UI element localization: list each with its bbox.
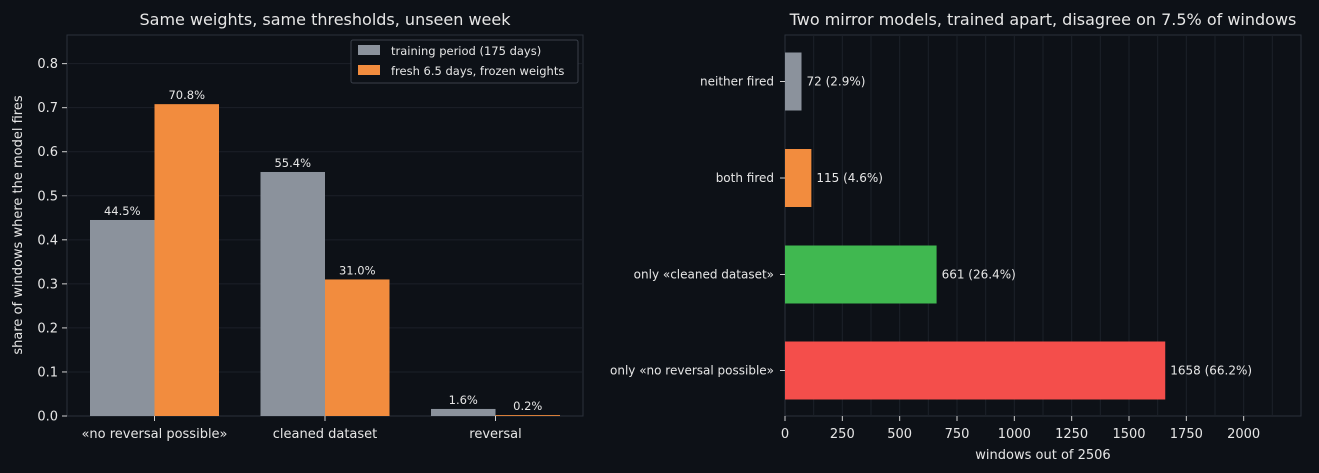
left-x-tick-label: cleaned dataset bbox=[273, 427, 378, 442]
right-bar-label: 1658 (66.2%) bbox=[1170, 364, 1252, 378]
left-y-tick-label: 0.0 bbox=[37, 410, 58, 425]
left-bar-label: 44.5% bbox=[104, 204, 141, 218]
left-y-tick-label: 0.4 bbox=[37, 233, 58, 248]
legend-swatch-training bbox=[358, 45, 380, 55]
left-data-labels: 44.5% 70.8% 55.4% 31.0% 1.6% 0.2% bbox=[104, 88, 542, 413]
right-x-tick-label: 1250 bbox=[1055, 427, 1088, 442]
right-x-tick-label: 0 bbox=[781, 427, 789, 442]
left-y-tick-label: 0.8 bbox=[37, 57, 58, 72]
left-chart: Same weights, same thresholds, unseen we… bbox=[11, 10, 584, 442]
left-bar bbox=[154, 104, 219, 417]
legend-box bbox=[350, 39, 579, 84]
left-bar bbox=[325, 279, 390, 416]
right-bar bbox=[785, 245, 937, 304]
left-bar bbox=[90, 219, 155, 416]
left-y-tick-label: 0.1 bbox=[37, 365, 58, 380]
left-y-tick-label: 0.2 bbox=[37, 321, 58, 336]
right-x-ticks: 0 250 500 750 1000 1250 1500 1750 2000 bbox=[781, 416, 1260, 442]
left-y-tick-label: 0.6 bbox=[37, 145, 58, 160]
legend-label-training: training period (175 days) bbox=[391, 44, 541, 58]
right-x-tick-label: 750 bbox=[945, 427, 970, 442]
right-x-tick-label: 250 bbox=[830, 427, 855, 442]
left-bar bbox=[260, 171, 325, 416]
left-y-tick-label: 0.5 bbox=[37, 189, 58, 204]
left-x-tick-label: reversal bbox=[469, 427, 521, 442]
left-y-ticks: 0.0 0.1 0.2 0.3 0.4 0.5 0.6 0.7 0.8 bbox=[37, 57, 67, 425]
left-bar-label: 0.2% bbox=[513, 399, 542, 413]
left-bar-label: 31.0% bbox=[339, 263, 376, 277]
right-bar-label: 72 (2.9%) bbox=[807, 75, 866, 89]
left-x-ticks: «no reversal possible» cleaned dataset rev… bbox=[81, 416, 522, 442]
right-bar-label: 115 (4.6%) bbox=[816, 171, 883, 185]
right-data-labels: 1658 (66.2%) 661 (26.4%) 115 (4.6%) 72 (2.9… bbox=[807, 75, 1253, 378]
left-y-tick-label: 0.7 bbox=[37, 101, 58, 116]
legend-label-fresh: fresh 6.5 days, frozen weights bbox=[391, 64, 564, 78]
right-chart: Two mirror models, trained apart, disagr… bbox=[610, 10, 1302, 463]
right-bars bbox=[785, 52, 1166, 400]
right-y-tick-label: only «cleaned dataset» bbox=[634, 268, 774, 282]
right-y-tick-label: neither fired bbox=[700, 75, 774, 89]
right-bar bbox=[785, 149, 812, 207]
right-x-tick-label: 500 bbox=[887, 427, 912, 442]
left-bar-label: 1.6% bbox=[449, 393, 478, 407]
left-bars bbox=[90, 104, 560, 417]
right-x-tick-label: 1750 bbox=[1170, 427, 1203, 442]
right-bar bbox=[785, 52, 802, 111]
right-y-ticks: only «no reversal possible» only «cleaned… bbox=[610, 75, 785, 378]
left-y-axis-label: share of windows where the model fires bbox=[11, 95, 26, 354]
right-y-tick-label: both fired bbox=[716, 171, 774, 185]
left-bar bbox=[495, 415, 560, 416]
right-x-tick-label: 1000 bbox=[998, 427, 1031, 442]
left-bar-label: 70.8% bbox=[168, 88, 205, 102]
left-x-tick-label: «no reversal possible» bbox=[81, 427, 227, 442]
right-bar bbox=[785, 341, 1166, 400]
left-bar-label: 55.4% bbox=[274, 156, 311, 170]
left-chart-title: Same weights, same thresholds, unseen we… bbox=[139, 10, 511, 29]
right-bar-label: 661 (26.4%) bbox=[942, 268, 1016, 282]
right-chart-title: Two mirror models, trained apart, disagr… bbox=[789, 10, 1297, 29]
right-y-tick-label: only «no reversal possible» bbox=[610, 364, 774, 378]
right-x-tick-label: 2000 bbox=[1227, 427, 1260, 442]
legend: training period (175 days) fresh 6.5 day… bbox=[350, 39, 579, 84]
right-x-axis-label: windows out of 2506 bbox=[975, 448, 1110, 463]
left-y-tick-label: 0.3 bbox=[37, 277, 58, 292]
right-x-tick-label: 1500 bbox=[1112, 427, 1145, 442]
left-bar bbox=[431, 408, 496, 416]
legend-swatch-fresh bbox=[358, 65, 380, 75]
